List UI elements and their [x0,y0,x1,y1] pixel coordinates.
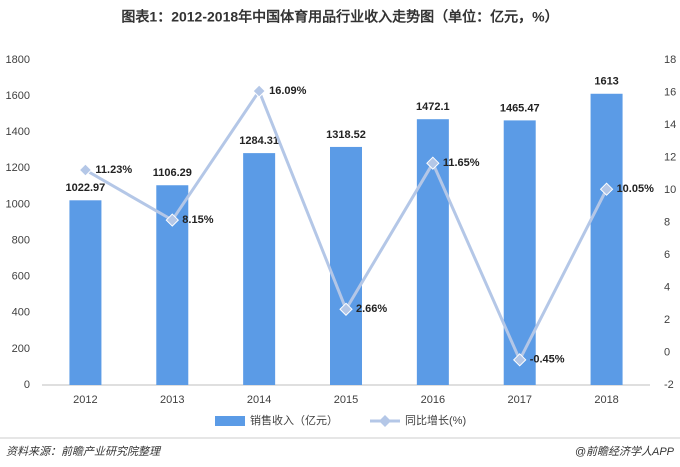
bar-value-label: 1613 [594,76,618,88]
legend-swatch [379,415,391,427]
source: 资料来源：前瞻产业研究院整理 [6,445,162,458]
bar-value-label: 1472.1 [416,101,450,113]
bar-value-label: 1106.29 [153,167,192,179]
x-tick-label: 2016 [421,394,445,406]
line-value-label: 2.66% [356,303,387,315]
bar-value-label: 1022.97 [66,182,106,194]
x-tick-label: 2018 [594,394,618,406]
y-tick-label: 0 [24,379,30,391]
y2-tick-label: 0 [664,346,670,358]
line-marker [252,84,266,98]
y2-tick-label: 16 [664,86,676,98]
y-tick-label: 1800 [6,54,30,66]
y-tick-label: 1000 [6,198,30,210]
bar-value-label: 1284.31 [239,135,279,147]
y-tick-label: 600 [12,271,30,283]
line-marker [426,156,440,170]
line-marker [165,213,179,227]
bar [330,146,362,385]
line-marker [513,353,527,367]
y2-tick-label: 2 [664,314,670,326]
line-value-label: 11.65% [443,157,480,169]
y2-tick-label: 10 [664,184,676,196]
line-value-label: 8.15% [182,214,213,226]
y2-tick-label: 14 [664,119,676,131]
y-tick-label: 1400 [6,126,30,138]
x-tick-label: 2012 [73,394,97,406]
y2-tick-label: 8 [664,216,670,228]
y2-tick-label: 12 [664,151,676,163]
y2-tick-label: 6 [664,249,670,261]
bar-value-label: 1465.47 [500,102,540,114]
line-value-label: 16.09% [269,85,307,97]
x-tick-label: 2013 [160,394,184,406]
y2-tick-label: 4 [664,281,670,293]
line-marker [599,182,614,196]
y2-tick-label: -2 [664,379,674,391]
chart-title: 图表1：2012-2018年中国体育用品行业收入走势图（单位：亿元，%） [121,9,558,25]
x-tick-label: 2017 [507,394,531,406]
y2-tick-label: 18 [664,54,676,66]
y-tick-label: 400 [12,307,30,319]
bar-value-label: 1318.52 [326,129,366,141]
y-tick-label: 200 [12,343,30,355]
bar [503,120,536,386]
line-marker [78,163,93,177]
credit: @前瞻经济学人APP [575,445,675,458]
bar [69,200,102,385]
legend-label: 同比增长(%) [405,413,466,427]
line-value-label: 11.23% [95,164,132,176]
bar [590,93,623,385]
y-tick-label: 1200 [6,162,30,174]
legend-label: 销售收入（亿元） [250,413,338,427]
legend-swatch [215,416,245,426]
x-tick-label: 2015 [334,394,358,406]
line-marker [339,302,353,316]
x-tick-label: 2014 [247,394,271,406]
y-tick-label: 1600 [6,90,30,102]
line-value-label: -0.45% [530,354,565,366]
line-value-label: 10.05% [617,183,655,195]
y-tick-label: 800 [12,234,30,246]
bar [243,153,276,385]
